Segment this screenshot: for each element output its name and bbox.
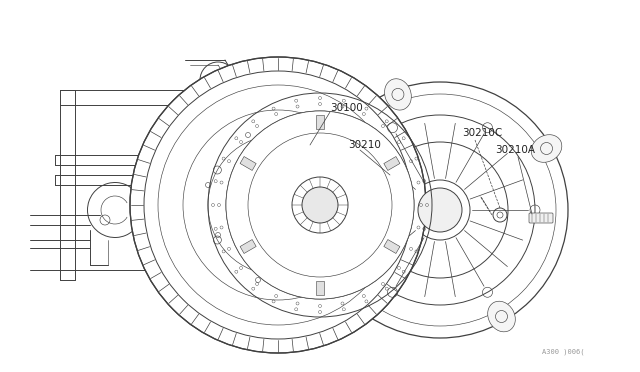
Bar	[316, 115, 324, 129]
Bar	[240, 240, 256, 253]
Circle shape	[410, 180, 470, 240]
Text: A300 )006(: A300 )006(	[543, 349, 585, 355]
Bar	[240, 157, 256, 170]
Circle shape	[183, 110, 373, 300]
Circle shape	[292, 177, 348, 233]
Circle shape	[324, 94, 556, 326]
Text: 30210C: 30210C	[462, 128, 502, 138]
Circle shape	[418, 188, 462, 232]
Circle shape	[144, 71, 412, 339]
Text: 30100: 30100	[330, 103, 363, 113]
Bar	[316, 281, 324, 295]
Circle shape	[226, 111, 414, 299]
Ellipse shape	[531, 135, 562, 162]
Ellipse shape	[488, 301, 515, 332]
Ellipse shape	[385, 79, 412, 110]
Circle shape	[302, 187, 338, 223]
Circle shape	[226, 111, 414, 299]
FancyBboxPatch shape	[529, 213, 553, 223]
Bar	[384, 157, 400, 170]
Circle shape	[345, 115, 535, 305]
Text: 30210A: 30210A	[495, 145, 535, 155]
Text: 30210: 30210	[348, 140, 381, 150]
Ellipse shape	[318, 258, 349, 285]
Circle shape	[248, 133, 392, 277]
Circle shape	[312, 82, 568, 338]
Bar	[384, 240, 400, 253]
Circle shape	[130, 57, 426, 353]
Circle shape	[158, 85, 398, 325]
Circle shape	[372, 142, 508, 278]
